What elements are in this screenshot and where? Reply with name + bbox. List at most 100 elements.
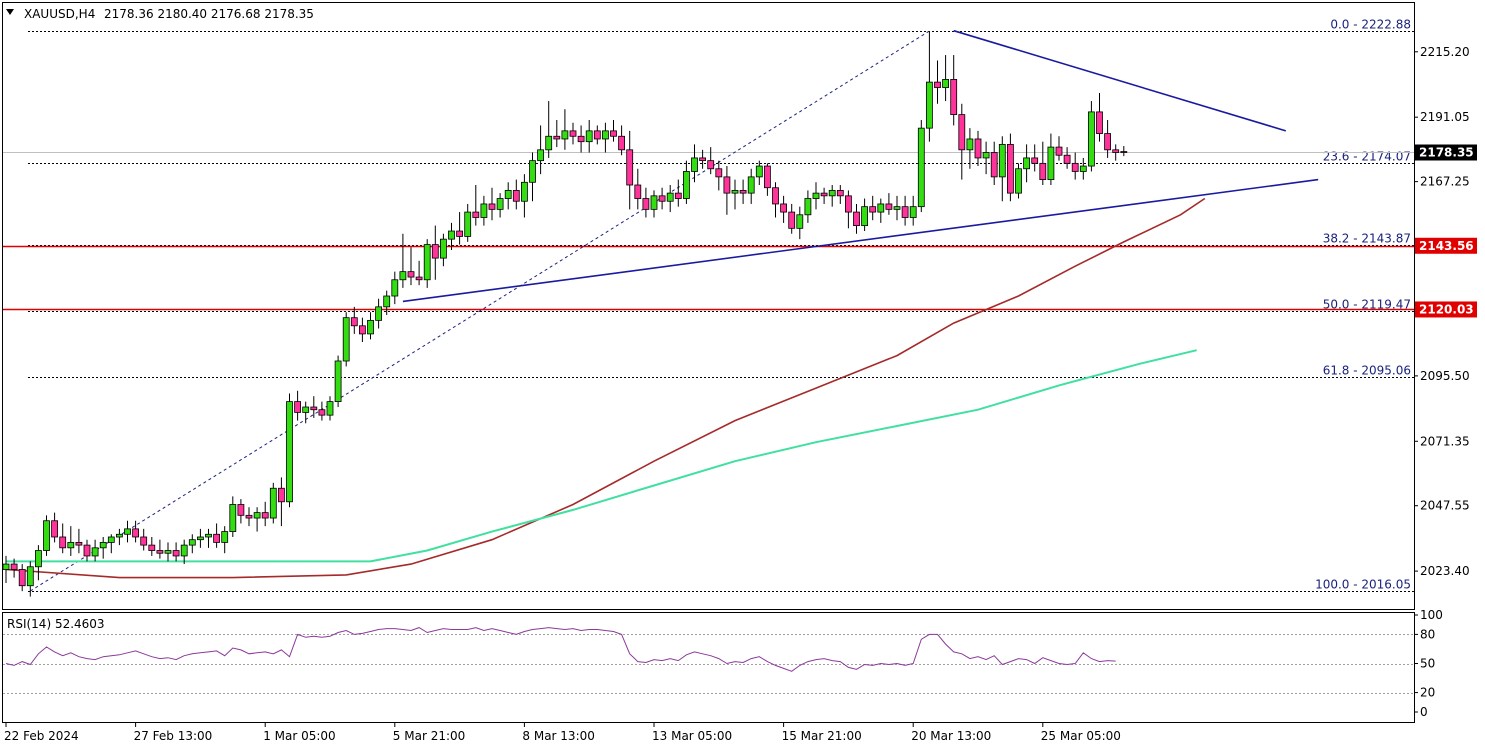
candle-body-115	[934, 81, 941, 88]
x-tick-label-0: 22 Feb 2024	[4, 729, 79, 743]
candle-body-106	[861, 206, 868, 227]
candle-body-38	[310, 406, 318, 411]
x-tick-label-1: 27 Feb 13:00	[134, 729, 213, 743]
candle-body-136	[1104, 133, 1111, 151]
candle-body-23	[188, 539, 196, 546]
candle-body-113	[917, 127, 925, 208]
fib-label-4: 61.8 - 2095.06	[1323, 364, 1411, 378]
candle-body-93	[755, 165, 763, 178]
y-tick-label-5: 2047.55	[1420, 499, 1470, 513]
candle-body-85	[691, 157, 698, 172]
rsi-label: RSI(14) 52.4603	[7, 617, 105, 631]
candle-body-24	[196, 536, 204, 541]
candle-body-27	[221, 531, 229, 543]
fib-label-0: 0.0 - 2222.88	[1330, 18, 1411, 32]
current-price-tag	[1415, 144, 1477, 161]
rsi-tick-label-1: 80	[1420, 627, 1435, 641]
resistance-tag-label-0: 2143.56	[1419, 239, 1474, 253]
candle-body-69	[561, 130, 569, 140]
candle-body-78	[634, 184, 642, 199]
candle-body-91	[739, 190, 747, 194]
x-tick-label-7: 20 Mar 13:00	[911, 729, 991, 743]
candle-body-72	[585, 130, 593, 143]
candle-body-75	[610, 130, 617, 137]
candle-body-43	[350, 317, 358, 327]
candle-body-87	[707, 160, 715, 170]
y-tick-label-6: 2023.40	[1420, 564, 1470, 578]
candle-body-49	[399, 271, 407, 281]
candle-body-11	[91, 547, 99, 557]
candle-body-79	[642, 198, 650, 210]
trendlines	[402, 29, 1319, 303]
candle-body-125	[1015, 168, 1022, 194]
y-axis: 2215.20 2191.05 2167.25 2095.50 2071.35 2047.…	[1414, 45, 1470, 578]
candle-body-37	[302, 406, 310, 413]
candle-body-45	[367, 319, 374, 335]
x-tick-label-3: 5 Mar 21:00	[393, 729, 466, 743]
candle-body-25	[205, 533, 212, 538]
fib-label-5: 100.0 - 2016.05	[1315, 578, 1411, 592]
candle-body-12	[99, 541, 107, 549]
rsi-tick-label-4: 0	[1420, 705, 1428, 719]
fib-label-3: 50.0 - 2119.47	[1323, 298, 1411, 312]
resistance-tag-label-1: 2120.03	[1419, 302, 1474, 316]
candle-body-70	[569, 130, 577, 137]
x-tick-label-4: 8 Mar 13:00	[522, 729, 595, 743]
header-symbol: XAUUSD,H4	[24, 7, 95, 21]
candle-body-138	[1120, 151, 1128, 153]
candle-body-95	[772, 187, 779, 205]
candle-body-73	[593, 130, 601, 140]
fib-label-2: 38.2 - 2143.87	[1323, 232, 1411, 246]
candle-body-74	[602, 130, 609, 140]
candle-body-112	[909, 206, 917, 218]
candle-body-59	[480, 203, 488, 218]
candle-body-120	[974, 138, 982, 159]
candle-body-62	[504, 190, 512, 199]
y-tick-label-3: 2095.50	[1420, 369, 1470, 383]
candle-body-44	[358, 325, 366, 335]
candle-body-67	[545, 135, 553, 151]
candle-body-82	[666, 192, 674, 202]
candle-body-21	[172, 550, 180, 557]
candle-body-16	[132, 528, 140, 538]
rsi-tick-label-0: 100	[1420, 608, 1443, 622]
candle-body-53	[431, 244, 439, 259]
candle-body-122	[990, 152, 998, 178]
candle-body-135	[1096, 111, 1103, 134]
candle-body-84	[683, 171, 690, 199]
candle-body-102	[828, 190, 836, 197]
candle-body-97	[788, 211, 796, 229]
candle-body-14	[116, 533, 123, 538]
candle-body-55	[448, 230, 455, 240]
candle-body-57	[464, 211, 472, 237]
x-axis: 22 Feb 2024 27 Feb 13:00 1 Mar 05:00 5 Mar …	[4, 722, 1121, 743]
current-price-tag-label: 2178.35	[1419, 146, 1474, 160]
candle-body-34	[277, 487, 285, 503]
candle-body-134	[1088, 111, 1095, 167]
x-tick-label-2: 1 Mar 05:00	[263, 729, 336, 743]
price-tags: 2143.56 2120.03 2178.35	[1415, 144, 1477, 318]
candle-body-2	[18, 569, 26, 587]
candle-body-81	[658, 195, 666, 202]
candle-body-127	[1031, 157, 1039, 164]
candle-body-51	[415, 276, 423, 281]
rsi-line	[5, 627, 1116, 672]
candle-body-107	[869, 206, 877, 213]
candle-body-35	[286, 401, 293, 503]
fib-label-1: 23.6 - 2174.07	[1323, 150, 1411, 164]
candle-body-26	[213, 533, 221, 543]
candle-body-126	[1023, 157, 1030, 170]
x-tick-label-8: 25 Mar 05:00	[1041, 729, 1121, 743]
triangle-down-icon[interactable]	[6, 9, 14, 15]
y-tick-label-2: 2167.25	[1420, 175, 1470, 189]
candle-body-104	[845, 195, 852, 213]
candle-body-4	[35, 550, 42, 568]
candle-body-128	[1039, 162, 1047, 180]
candle-body-119	[966, 138, 974, 151]
candle-body-108	[877, 203, 885, 213]
fib-diagonal-line	[30, 30, 930, 592]
moving-averages	[5, 197, 1206, 579]
candle-body-83	[674, 192, 682, 199]
